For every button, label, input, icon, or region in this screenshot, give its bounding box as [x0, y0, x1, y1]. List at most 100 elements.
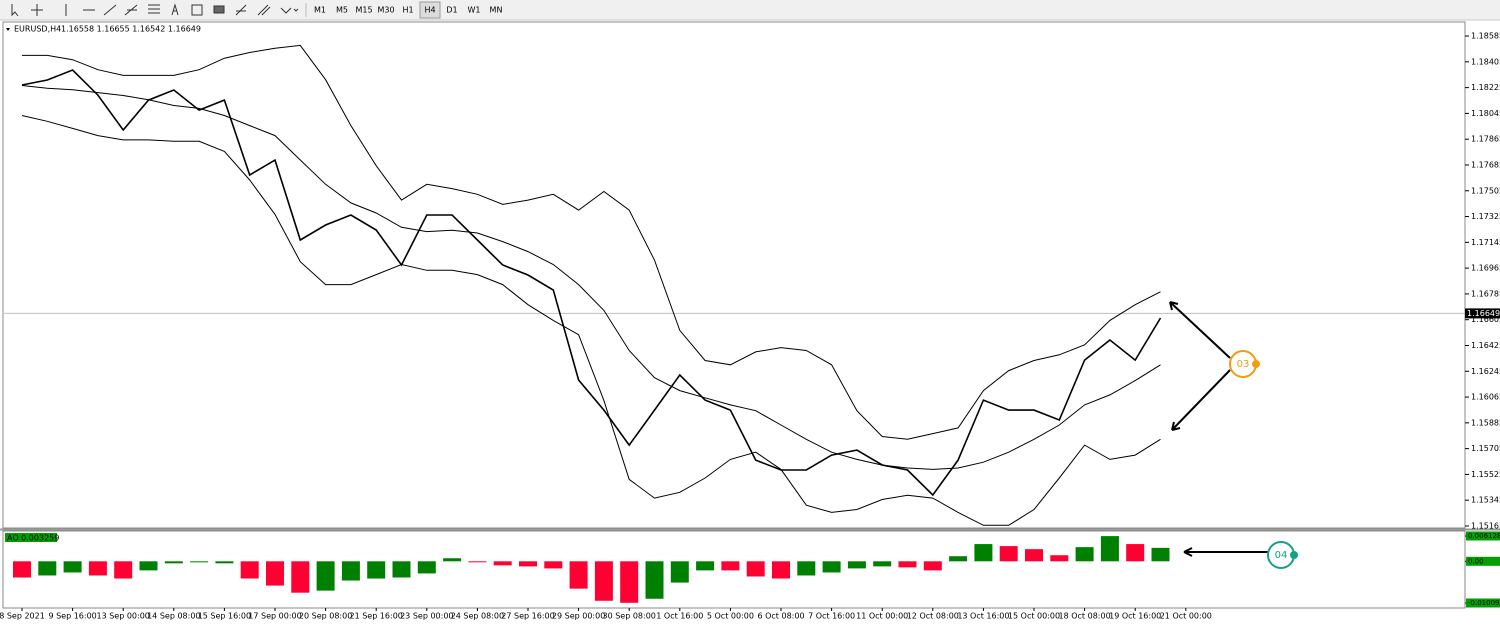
fibo-tool[interactable] [148, 4, 160, 14]
arrows-tool[interactable] [280, 7, 299, 14]
ao-bar [468, 561, 487, 563]
annotation-dot [1252, 360, 1260, 368]
x-tick-label: 8 Sep 2021 [0, 612, 45, 621]
x-tick-label: 13 Oct 16:00 [957, 612, 1009, 621]
x-tick-label: 21 Oct 00:00 [1160, 612, 1212, 621]
x-tick-label: 15 Sep 16:00 [198, 612, 251, 621]
y-tick-box [1466, 598, 1500, 608]
channel-tool[interactable] [124, 4, 138, 16]
ao-bar [949, 556, 968, 562]
fan-tool[interactable] [235, 4, 247, 16]
annotation-03: 03 [1169, 301, 1260, 431]
crosshair-tool[interactable] [31, 4, 43, 16]
timeframe-label[interactable]: M15 [355, 6, 372, 15]
ao-bar [696, 561, 715, 571]
annotation-04: 04 [1183, 541, 1298, 569]
drawing-tools [11, 3, 299, 17]
ao-bar [721, 561, 740, 571]
ao-bar [1126, 544, 1145, 562]
trendline-tool[interactable] [103, 4, 117, 16]
x-tick-label: 7 Oct 16:00 [808, 612, 855, 621]
ao-bar [645, 561, 664, 599]
ao-bar [670, 561, 689, 583]
ao-bar [266, 561, 284, 586]
y-tick-label: 1.16785 [1471, 289, 1500, 298]
x-tick-label: 5 Oct 00:00 [707, 612, 754, 621]
y-tick-label: 1.16605 [1471, 315, 1500, 324]
timeframe-label[interactable]: H1 [402, 6, 413, 15]
timeframe-label[interactable]: M5 [336, 6, 348, 15]
y-tick-label: 1.15165 [1471, 521, 1500, 530]
ao-bar [316, 561, 335, 591]
x-tick-label: 24 Sep 08:00 [451, 612, 504, 621]
label-tool[interactable] [191, 4, 203, 16]
y-tick-label: 1.15705 [1471, 444, 1500, 453]
ao-bar [392, 561, 411, 578]
rectangle-tool[interactable] [213, 5, 225, 14]
x-tick-label: 9 Sep 16:00 [48, 612, 96, 621]
price-line [21, 69, 1162, 497]
bollinger-band [21, 115, 1161, 526]
y-tick-label: 1.16965 [1471, 264, 1500, 273]
ao-bar [1075, 547, 1094, 562]
x-tick-label: 23 Sep 00:00 [400, 612, 453, 621]
y-tick-label: 1.15525 [1471, 470, 1500, 479]
ao-bar [38, 561, 57, 576]
ao-bar [519, 561, 537, 567]
y-tick-label: 1.17145 [1471, 238, 1500, 247]
ao-bar [999, 546, 1018, 562]
cursor-tool[interactable] [11, 4, 19, 17]
timeframe-label[interactable]: H4 [424, 6, 435, 15]
timeframe-label[interactable]: D1 [446, 6, 457, 15]
timeframe-label[interactable]: W1 [468, 6, 481, 15]
x-tick-label: 30 Sep 08:00 [602, 612, 655, 621]
annotation-dot [1290, 551, 1298, 559]
timeframe-label[interactable]: M30 [377, 6, 394, 15]
timeframe-bar: M1 M5 M15 M30 H1 H4 D1 W1 MN [314, 1, 503, 19]
symbol-title: EURUSD,H4 [14, 25, 61, 34]
x-tick-label: 29 Sep 00:00 [552, 612, 605, 621]
ao-bar [746, 561, 765, 577]
x-tick-label: 13 Sep 00:00 [96, 612, 149, 621]
ao-bar [190, 561, 209, 563]
ao-bar [341, 561, 360, 581]
y-tick-label: 1.16425 [1471, 341, 1500, 350]
price-chart [2, 21, 1466, 529]
annotation-label: 04 [1275, 550, 1288, 561]
ao-bar [240, 561, 259, 579]
ao-bar [620, 561, 639, 603]
bollinger-band [21, 85, 1161, 470]
y-tick-label: 1.16245 [1471, 367, 1500, 376]
timeframe-label[interactable]: MN [490, 6, 503, 15]
y-tick-label: 1.17865 [1471, 135, 1500, 144]
x-tick-label: 12 Oct 08:00 [907, 612, 959, 621]
y-tick-label: 1.18045 [1471, 109, 1500, 118]
ao-bar [13, 561, 31, 578]
y-tick-label: 1.15885 [1471, 418, 1500, 427]
ao-bar [772, 561, 790, 579]
x-tick-label: 18 Oct 08:00 [1059, 612, 1111, 621]
y-tick-label: 0.006128 [1468, 532, 1500, 540]
timeframe-button[interactable] [419, 1, 441, 19]
ao-bar [443, 558, 462, 562]
ao-bar [164, 561, 183, 564]
ao-bar [594, 561, 613, 601]
current-price-box [1465, 308, 1500, 319]
x-tick-label: 17 Sep 00:00 [248, 612, 301, 621]
y-tick-label: 1.17685 [1471, 160, 1500, 169]
x-tick-label: 1 Oct 16:00 [656, 612, 703, 621]
text-tool[interactable] [171, 3, 179, 16]
ao-bar [63, 561, 82, 573]
pitchfork-tool[interactable] [257, 4, 271, 16]
ao-bar [923, 561, 942, 571]
toolbar [0, 0, 1500, 20]
x-tick-label: 21 Sep 16:00 [349, 612, 402, 621]
ao-bar [291, 561, 310, 593]
timeframe-label[interactable]: M1 [314, 6, 326, 15]
ao-bar [847, 561, 866, 569]
ao-title: AO 0.003259 [7, 534, 59, 543]
y-tick-box [1466, 556, 1500, 566]
ao-bar [139, 561, 158, 571]
x-tick-label: 11 Oct 00:00 [856, 612, 908, 621]
